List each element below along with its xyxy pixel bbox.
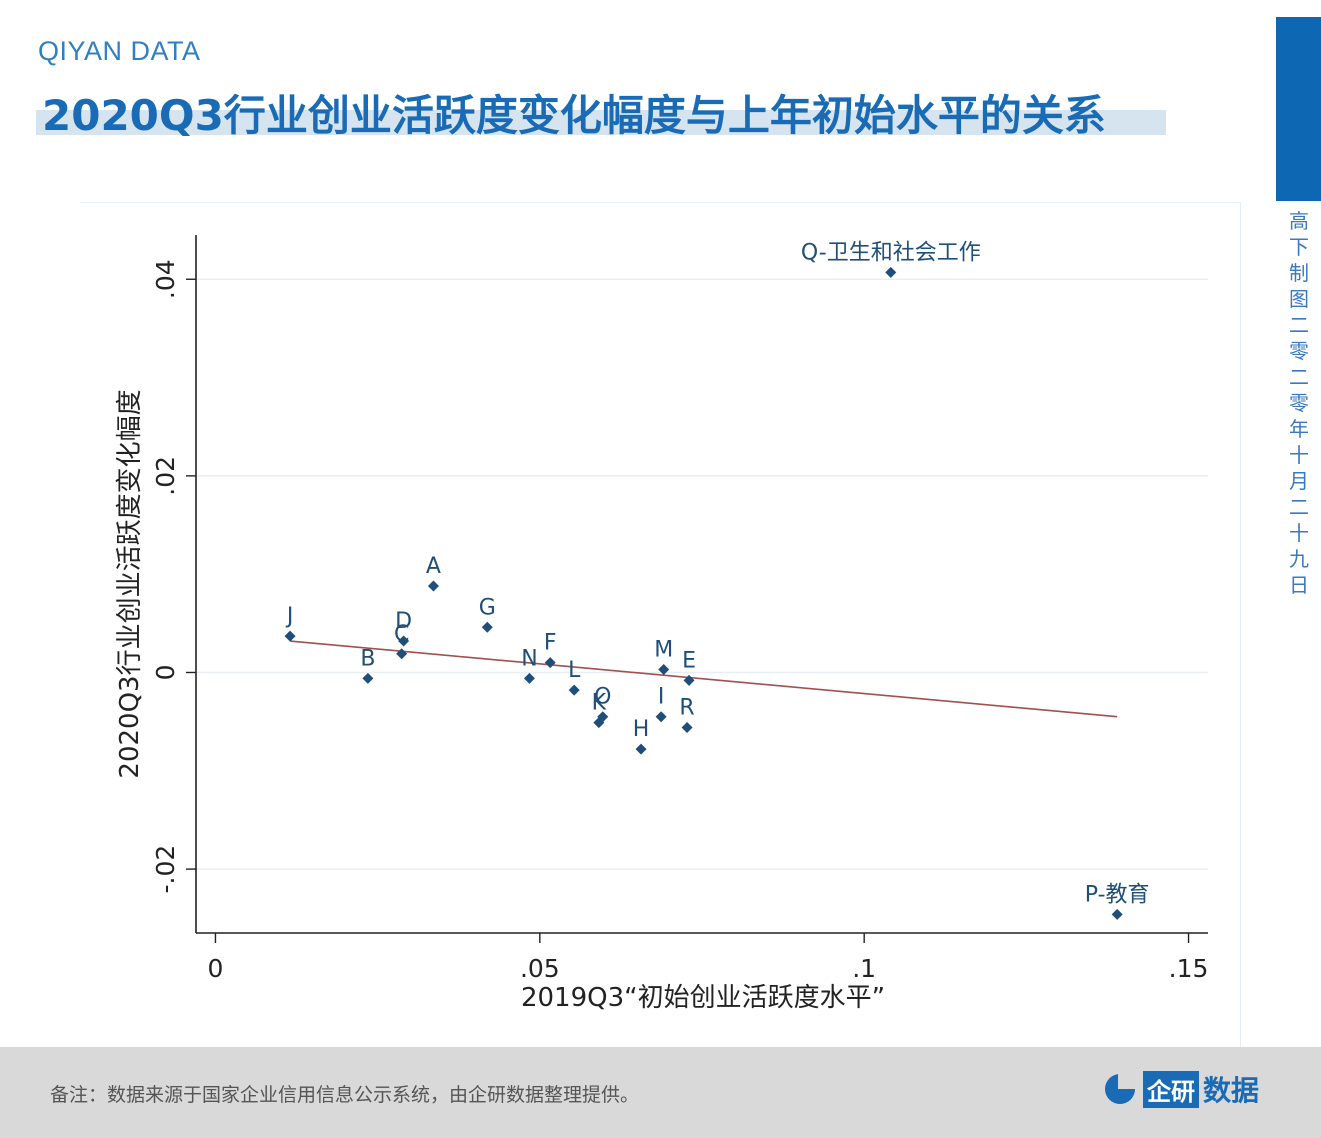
logo-text: 数据 — [1203, 1074, 1260, 1107]
footer-note: 备注：数据来源于国家企业信用信息公示系统，由企研数据整理提供。 — [50, 1084, 640, 1106]
data-point-label: L — [568, 658, 581, 683]
data-point-label: P-教育 — [1085, 882, 1150, 907]
data-point-label: Q-卫生和社会工作 — [801, 240, 981, 265]
data-point-label: G — [479, 595, 496, 620]
data-point-label: H — [633, 717, 650, 742]
data-point — [284, 630, 296, 642]
fit-layer — [289, 640, 1118, 718]
data-point-label: J — [285, 604, 294, 629]
y-tick-label: -.02 — [151, 845, 180, 894]
data-point — [597, 711, 609, 723]
data-point-label: D — [395, 609, 412, 634]
data-point — [362, 672, 374, 684]
data-point — [655, 711, 667, 723]
data-point — [681, 722, 693, 734]
title-block: 2020Q3行业创业活跃度变化幅度与上年初始水平的关系 — [36, 82, 1166, 140]
data-point-label: M — [654, 638, 673, 663]
data-point — [544, 657, 556, 669]
data-point — [683, 674, 695, 686]
x-tick-label: 0 — [208, 954, 224, 983]
data-point — [1111, 908, 1123, 920]
data-point — [658, 664, 670, 676]
data-point-label: B — [360, 646, 375, 671]
grid-layer — [196, 278, 1208, 870]
data-point-label: K — [592, 691, 607, 716]
data-point — [481, 621, 493, 633]
data-point-label: A — [426, 554, 441, 579]
data-point-label: O — [594, 685, 611, 710]
x-axis-label: 2019Q3“初始创业活跃度水平” — [521, 983, 885, 1013]
data-point-label: F — [544, 631, 557, 656]
data-point — [885, 266, 897, 278]
fit-line — [289, 640, 1118, 718]
footer: 备注：数据来源于国家企业信用信息公示系统，由企研数据整理提供。 企研 数据 — [0, 1047, 1321, 1138]
data-point-label: R — [679, 696, 694, 721]
y-axis-label: 2020Q3行业创业活跃度变化幅度 — [115, 389, 145, 778]
y-tick-label: .04 — [151, 259, 180, 299]
x-tick-label: .1 — [852, 954, 876, 983]
logo-icon — [1105, 1074, 1135, 1104]
data-point — [568, 684, 580, 696]
data-point-label: N — [521, 646, 537, 671]
side-date-vertical: 高下制图 二零二零年十月二十九日 — [1289, 209, 1309, 597]
data-point — [427, 580, 439, 592]
data-point — [398, 635, 410, 647]
title-highlight — [36, 110, 1166, 135]
x-tick-label: .15 — [1169, 954, 1209, 983]
data-point-label: E — [682, 648, 696, 673]
plot-frame — [80, 202, 1241, 1048]
data-point — [523, 672, 535, 684]
x-tick-label: .05 — [520, 954, 560, 983]
data-point — [396, 648, 408, 660]
y-tick-label: .02 — [151, 456, 180, 496]
logo-box-text: 企研 — [1143, 1070, 1199, 1108]
y-tick-label: 0 — [151, 665, 180, 681]
page-title: 2020Q3行业创业活跃度变化幅度与上年初始水平的关系 — [42, 91, 1106, 140]
data-point-label: C — [394, 622, 409, 647]
data-point — [635, 743, 647, 755]
side-accent-bar — [1276, 17, 1321, 201]
axes-layer: -.02 0 .02 .04 0 .05 .1 .15 — [151, 235, 1208, 983]
data-point-label: I — [658, 685, 665, 710]
brand-label: QIYAN DATA — [38, 36, 201, 66]
logo: 企研 数据 — [1105, 1069, 1259, 1109]
